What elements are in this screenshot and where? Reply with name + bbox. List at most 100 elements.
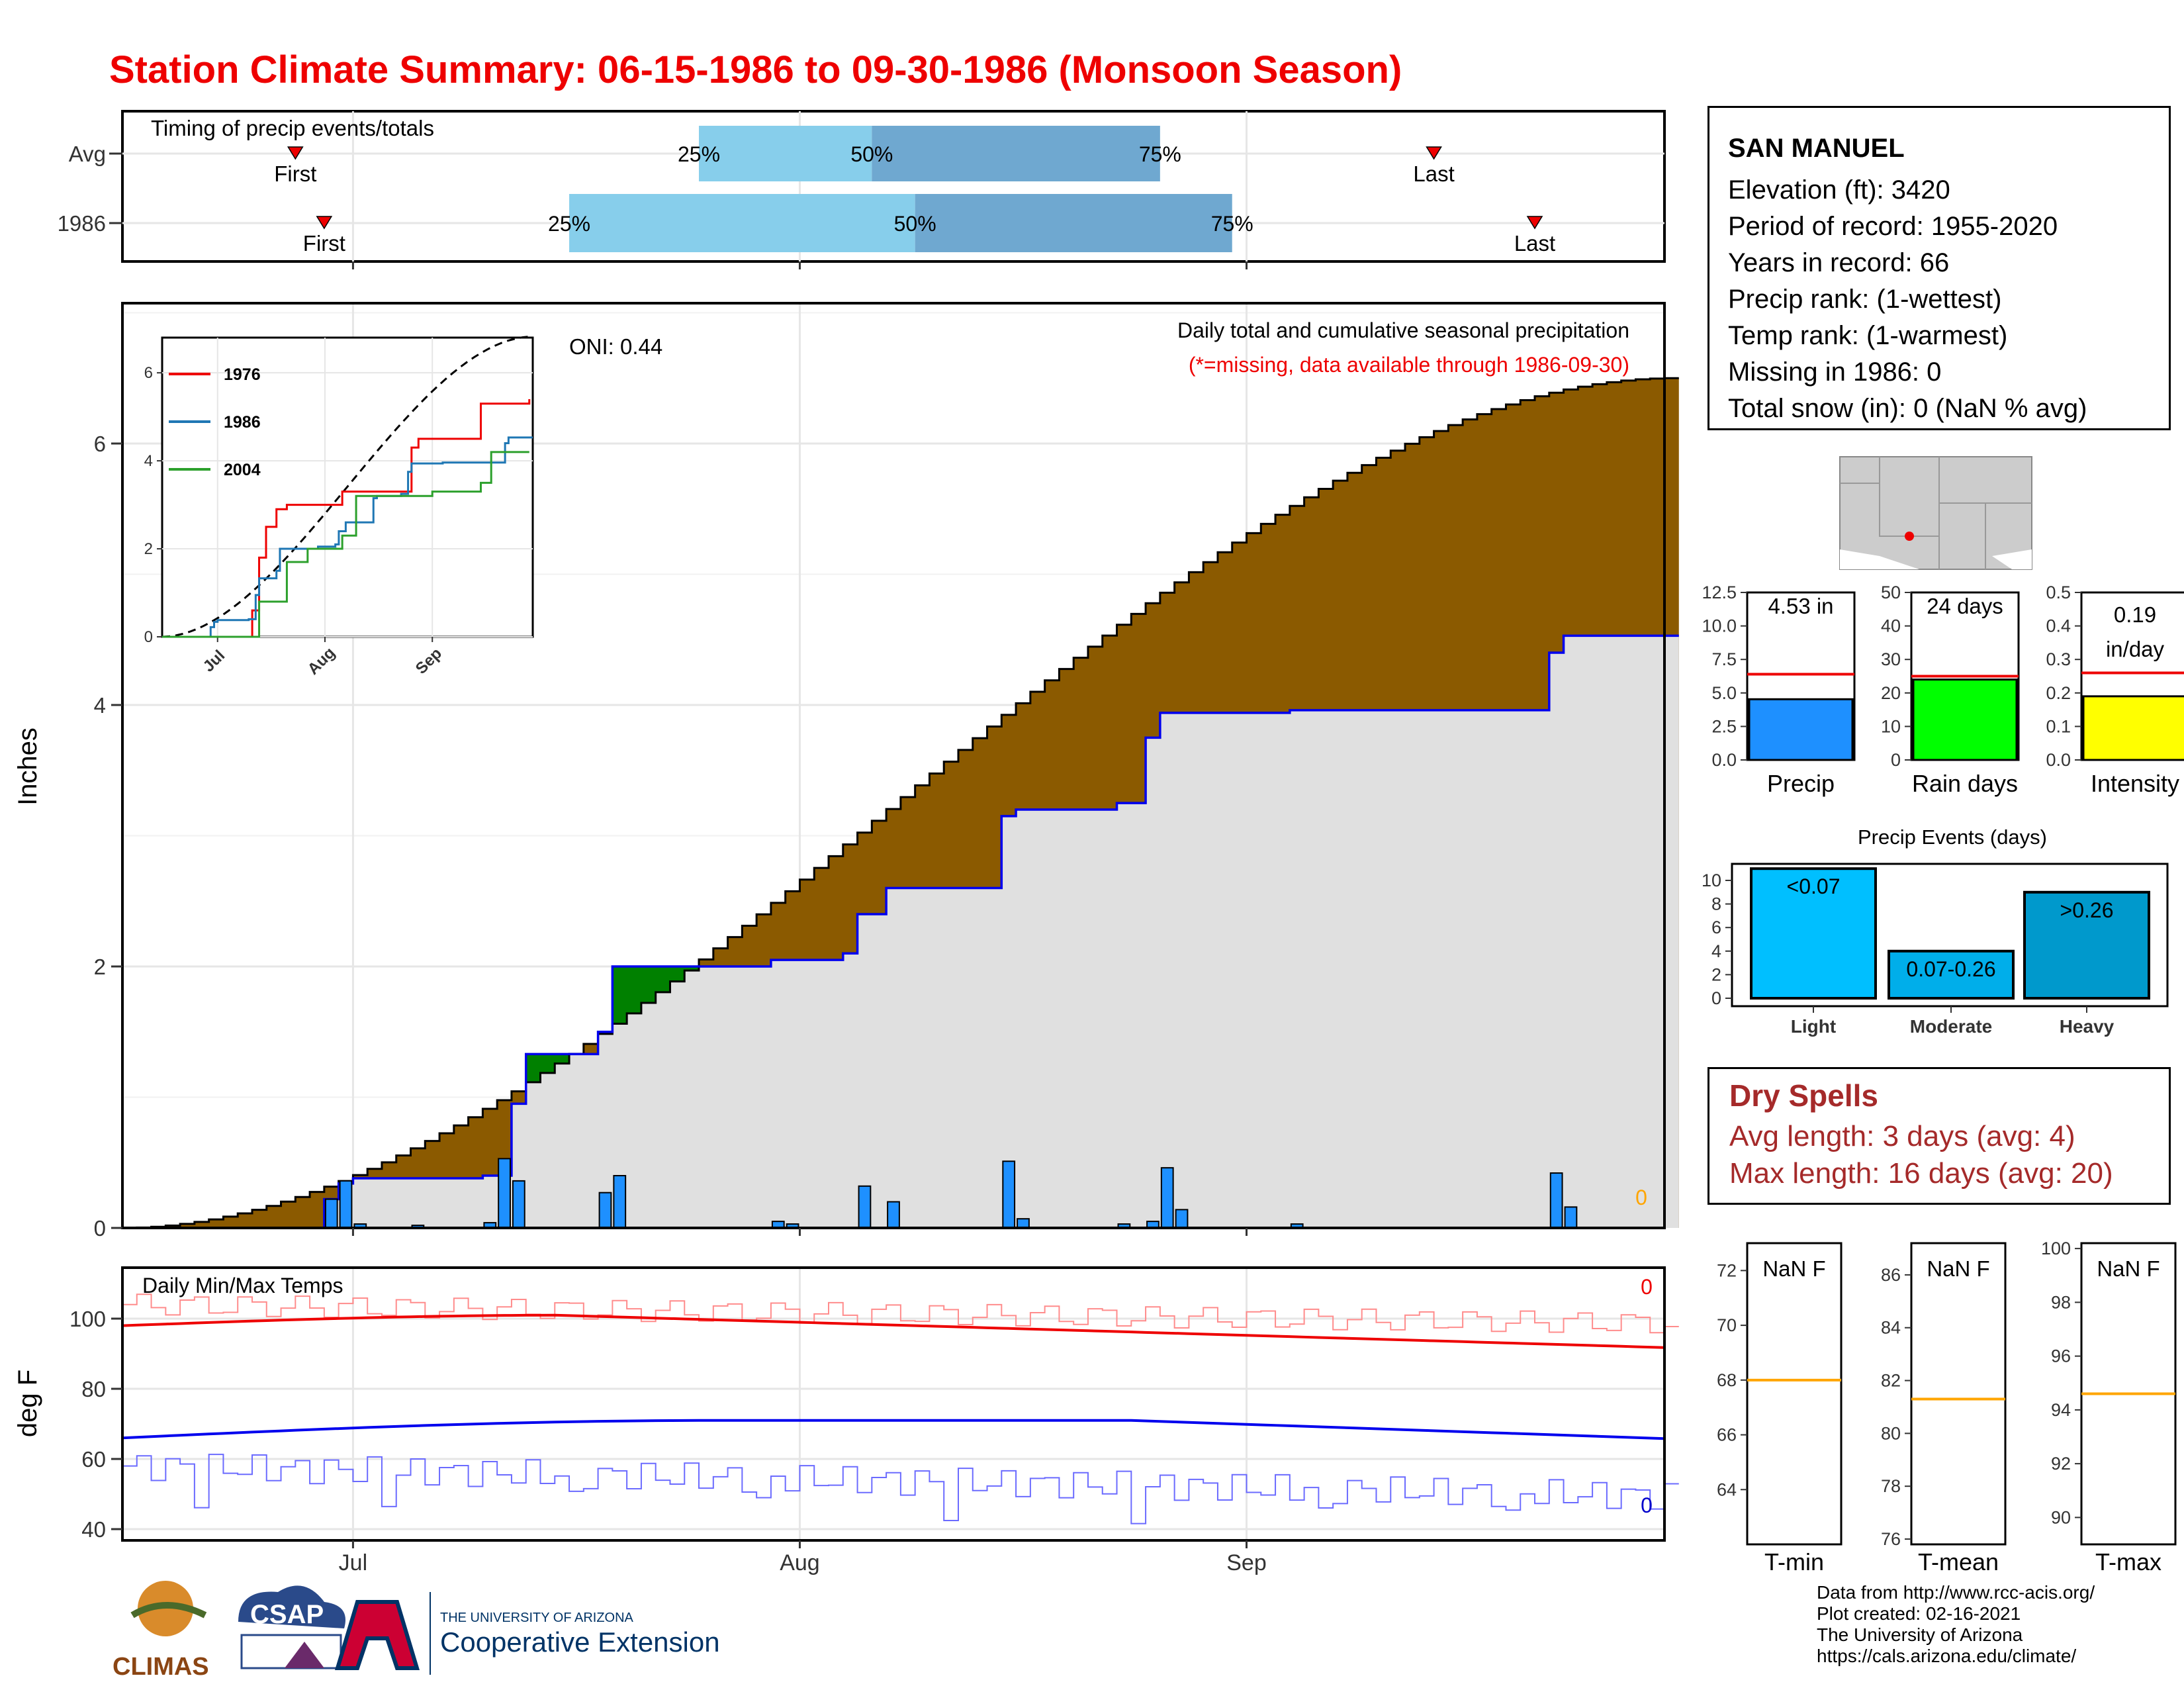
first-marker-icon xyxy=(287,146,304,160)
q50-label: 50% xyxy=(850,142,893,166)
y-tick-label: 0 xyxy=(94,1216,106,1241)
logos: CLIMAS CSAP THE UNIVERSITY OF ARIZONA Co… xyxy=(113,1581,720,1681)
events-title: Precip Events (days) xyxy=(1858,825,2047,849)
page-title: Station Climate Summary: 06-15-1986 to 0… xyxy=(109,48,1402,91)
inset-y-tick-label: 0 xyxy=(144,628,153,646)
inset-average-line xyxy=(161,336,529,638)
temp-summary-value: NaN F xyxy=(1927,1256,1989,1281)
temp-plot-frame xyxy=(121,1266,1666,1542)
events-category-label: Moderate xyxy=(1910,1016,1992,1037)
station-line: Precip rank: (1-wettest) xyxy=(1728,285,2002,314)
daily-max-temp-line xyxy=(122,1293,1679,1334)
avg-min-temp-line xyxy=(122,1419,1665,1440)
summary-tick-label: 10.0 xyxy=(1702,616,1737,636)
temp-summary-tick-label: 72 xyxy=(1717,1260,1737,1280)
y-tick-label: 6 xyxy=(94,432,106,456)
summary-tick-label: 12.5 xyxy=(1702,583,1737,602)
inset-series-line xyxy=(162,436,533,638)
summary-tick-label: 0.4 xyxy=(2046,616,2071,636)
summary-tick-label: 30 xyxy=(1881,649,1901,669)
station-name: SAN MANUEL xyxy=(1728,134,1905,163)
temp-summary-tick-label: 82 xyxy=(1881,1371,1901,1391)
daily-min-temp-line xyxy=(122,1454,1679,1524)
temp-y-tick-label: 40 xyxy=(81,1517,106,1542)
temp-summary-tick-label: 86 xyxy=(1881,1265,1901,1285)
first-marker-icon xyxy=(316,216,333,230)
q75-label: 75% xyxy=(1211,212,1253,236)
summary-value-label: 4.53 in xyxy=(1768,594,1833,618)
inset-legend-label: 2004 xyxy=(224,461,261,479)
last-label: Last xyxy=(1514,231,1555,256)
last-label: Last xyxy=(1413,162,1454,186)
summary-tick-label: 50 xyxy=(1881,583,1901,602)
temp-summary-tick-label: 100 xyxy=(2041,1239,2071,1258)
quartile-bar-high xyxy=(872,126,1160,181)
dry-spells-box: Dry Spells Avg length: 3 days (avg: 4) M… xyxy=(1707,1067,2171,1205)
summary-tick-label: 0.0 xyxy=(1711,750,1737,770)
inset-legend-label: 1976 xyxy=(224,365,261,384)
inset-y-tick-label: 2 xyxy=(144,540,153,558)
station-marker-icon xyxy=(1905,532,1914,541)
temp-summary-label: T-mean xyxy=(1918,1548,1999,1575)
inset-legend-label: 1986 xyxy=(224,413,261,432)
events-tick-label: 2 xyxy=(1711,964,1721,984)
temp-summary-tick-label: 70 xyxy=(1717,1315,1737,1335)
quartile-bar-low xyxy=(699,126,872,181)
summary-tick-label: 0.5 xyxy=(2046,583,2071,602)
chart-subtitle: Daily total and cumulative seasonal prec… xyxy=(1177,318,1629,342)
events-bar xyxy=(1888,949,2015,1000)
summary-tick-label: 5.0 xyxy=(1711,683,1737,703)
events-tick-label: 10 xyxy=(1702,870,1721,890)
station-line: Years in record: 66 xyxy=(1728,248,1950,277)
events-category-label: Heavy xyxy=(2060,1016,2115,1037)
station-line: Missing in 1986: 0 xyxy=(1728,357,1942,387)
events-bar xyxy=(1750,867,1877,1000)
summary-tick-label: 40 xyxy=(1881,616,1901,636)
timing-row-label: 1986 xyxy=(58,211,106,236)
temp-summary-value: NaN F xyxy=(1762,1256,1825,1281)
temp-summary-tick-label: 78 xyxy=(1881,1476,1901,1496)
temp-y-tick-label: 80 xyxy=(81,1377,106,1401)
climas-text: CLIMAS xyxy=(113,1653,209,1681)
events-bar-label: <0.07 xyxy=(1787,874,1841,898)
timing-row-label: Avg xyxy=(69,142,106,166)
q75-label: 75% xyxy=(1139,142,1181,166)
x-tick-label: Jul xyxy=(339,1550,367,1575)
footer-line: The University of Arizona xyxy=(1817,1624,2023,1645)
inset-y-tick-label: 4 xyxy=(144,452,153,470)
summary-tick-label: 0.0 xyxy=(2046,750,2071,770)
footer-line: https://cals.arizona.edu/climate/ xyxy=(1817,1646,2077,1666)
temp-summary-tick-label: 68 xyxy=(1717,1370,1737,1390)
station-line: Total snow (in): 0 (NaN % avg) xyxy=(1728,394,2087,423)
observed-area xyxy=(122,635,1679,1228)
summary-bar-label: Rain days xyxy=(1912,770,2018,797)
temp-summary-tick-label: 90 xyxy=(2051,1507,2071,1527)
csap-text: CSAP xyxy=(250,1600,324,1629)
min-missing-count: 0 xyxy=(1641,1493,1653,1517)
quartile-bar-low xyxy=(569,194,915,252)
summary-bar-label: Precip xyxy=(1767,770,1835,797)
temp-summary-tick-label: 98 xyxy=(2051,1292,2071,1312)
summary-bar-fill xyxy=(2082,695,2184,761)
avg-max-temp-line xyxy=(122,1313,1665,1349)
observed-cumulative-line xyxy=(122,634,1679,1229)
oni-label: ONI: 0.44 xyxy=(569,334,662,359)
ua-big-text: Cooperative Extension xyxy=(440,1626,720,1658)
temp-summary-tick-label: 96 xyxy=(2051,1346,2071,1366)
q50-label: 50% xyxy=(894,212,936,236)
inset-y-tick-label: 6 xyxy=(144,364,153,382)
temp-summary-label: T-max xyxy=(2095,1548,2161,1575)
first-label: First xyxy=(303,231,345,256)
temp-summary-tick-label: 80 xyxy=(1881,1423,1901,1443)
ua-logo: THE UNIVERSITY OF ARIZONA Cooperative Ex… xyxy=(334,1592,720,1675)
station-line: Period of record: 1955-2020 xyxy=(1728,212,2058,241)
summary-value-label: 24 days xyxy=(1927,594,2003,618)
dry-spells-avg: Avg length: 3 days (avg: 4) xyxy=(1729,1120,2075,1152)
station-info-box: SAN MANUEL Elevation (ft): 3420 Period o… xyxy=(1707,106,2171,430)
y-tick-label: 4 xyxy=(94,693,106,718)
summary-tick-label: 2.5 xyxy=(1711,716,1737,736)
timing-title: Timing of precip events/totals xyxy=(151,116,434,140)
temp-summary-value: NaN F xyxy=(2097,1256,2160,1281)
